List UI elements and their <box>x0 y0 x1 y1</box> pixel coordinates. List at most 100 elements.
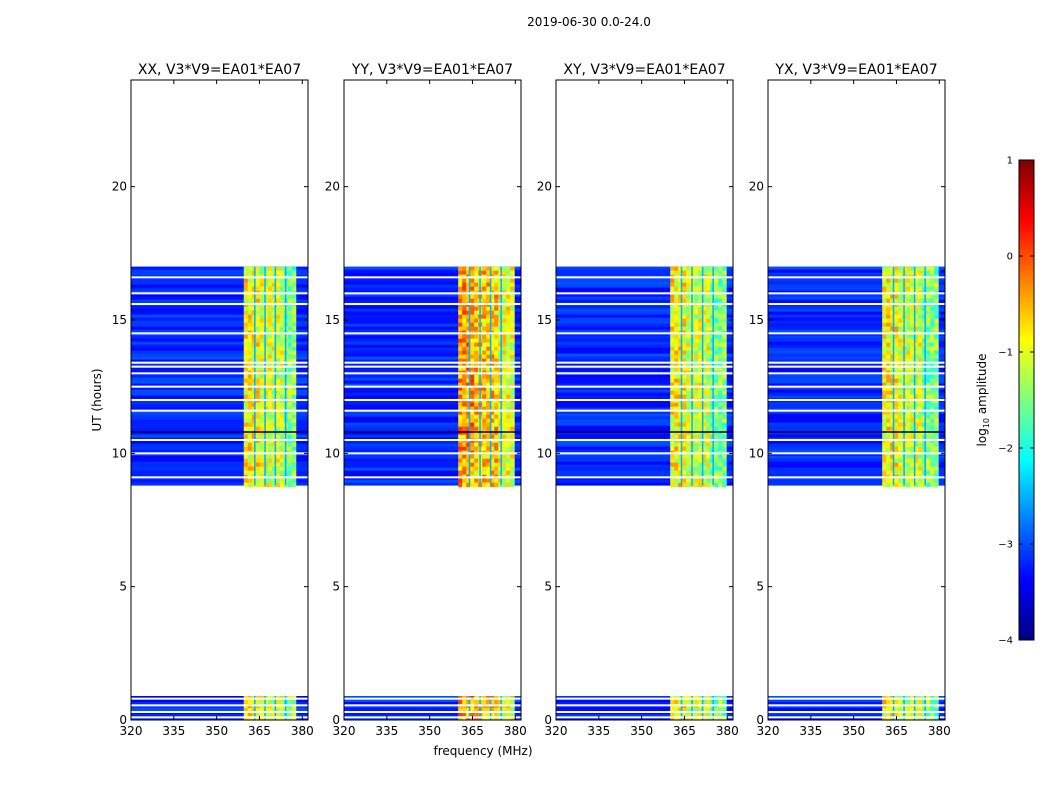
band-cell <box>490 462 495 468</box>
band-cell <box>914 294 919 300</box>
band-cell <box>482 470 487 476</box>
band-cell <box>506 478 511 484</box>
noise-row <box>344 338 521 342</box>
band-cell <box>926 466 931 472</box>
band-cell <box>490 354 495 360</box>
band-cell <box>698 446 703 452</box>
noise-row <box>131 278 308 282</box>
band-cell <box>494 434 499 440</box>
band-cell <box>458 462 463 468</box>
band-cell <box>934 410 939 416</box>
band-cell <box>490 430 495 436</box>
band-cell <box>890 354 895 360</box>
band-cell <box>714 402 719 408</box>
band-cell <box>271 386 277 392</box>
band-cell <box>722 386 727 392</box>
band-cell <box>686 378 691 384</box>
noise-row <box>131 284 308 288</box>
band-cell <box>271 382 277 388</box>
band-cell <box>682 318 687 324</box>
band-cell <box>710 712 715 717</box>
band-cell <box>702 394 707 400</box>
band-cell <box>486 394 491 400</box>
flagged-line <box>556 704 733 707</box>
band-cell <box>510 322 515 328</box>
noise-row <box>344 455 521 459</box>
flagged-line <box>556 716 733 719</box>
band-cell <box>291 318 297 324</box>
colorbar-label-log: log <box>975 428 989 446</box>
band-cell <box>678 270 683 276</box>
band-cell <box>287 334 293 340</box>
band-cell <box>458 342 463 348</box>
band-cell <box>722 278 727 284</box>
band-cell <box>682 426 687 432</box>
band-cell <box>914 354 919 360</box>
band-cell <box>259 458 265 464</box>
band-cell <box>498 334 503 340</box>
band-cell <box>882 306 887 312</box>
band-cell <box>474 390 479 396</box>
band-cell <box>702 708 707 713</box>
channel-gap <box>913 696 916 720</box>
band-cell <box>918 286 923 292</box>
panel-title: YY, V3*V9=EA01*EA07 <box>351 62 513 78</box>
band-cell <box>275 430 281 436</box>
band-cell <box>482 342 487 348</box>
band-cell <box>494 708 499 713</box>
band-cell <box>882 406 887 412</box>
band-cell <box>918 482 923 488</box>
band-cell <box>710 418 715 424</box>
band-cell <box>267 314 273 320</box>
band-cell <box>670 266 675 272</box>
band-cell <box>490 410 495 416</box>
band-cell <box>287 446 293 452</box>
band-cell <box>718 482 723 488</box>
band-cell <box>930 294 935 300</box>
band-cell <box>462 482 467 488</box>
colorbar-tick-label: 1 <box>1007 156 1013 167</box>
band-cell <box>263 712 269 717</box>
band-cell <box>498 346 503 352</box>
noise-row <box>344 350 521 354</box>
channel-gap <box>691 696 693 720</box>
band-cell <box>251 338 257 344</box>
band-cell <box>682 338 687 344</box>
band-cell <box>898 310 903 316</box>
band-cell <box>271 358 277 364</box>
band-cell <box>934 386 939 392</box>
band-cell <box>482 394 487 400</box>
noise-row <box>768 389 945 393</box>
band-cell <box>686 414 691 420</box>
noise-row <box>344 359 521 363</box>
band-cell <box>722 266 727 272</box>
band-cell <box>670 446 675 452</box>
band-cell <box>914 366 919 372</box>
band-cell <box>670 342 675 348</box>
band-cell <box>490 270 495 276</box>
band-cell <box>291 712 297 717</box>
band-cell <box>702 346 707 352</box>
y-tick-label: 0 <box>119 713 127 727</box>
band-cell <box>498 366 503 372</box>
band-cell <box>682 390 687 396</box>
band-cell <box>251 374 257 380</box>
band-cell <box>694 470 699 476</box>
band-cell <box>247 454 253 460</box>
band-cell <box>247 402 253 408</box>
x-tick-label: 320 <box>757 724 780 738</box>
band-cell <box>910 306 915 312</box>
band-cell <box>462 306 467 312</box>
noise-row <box>556 416 733 420</box>
band-cell <box>706 354 711 360</box>
noise-row <box>131 311 308 315</box>
band-cell <box>291 394 297 400</box>
band-cell <box>291 374 297 380</box>
band-cell <box>934 458 939 464</box>
band-cell <box>267 350 273 356</box>
band-cell <box>906 446 911 452</box>
band-cell <box>930 350 935 356</box>
noise-row <box>131 404 308 408</box>
band-cell <box>914 282 919 288</box>
band-cell <box>678 322 683 328</box>
